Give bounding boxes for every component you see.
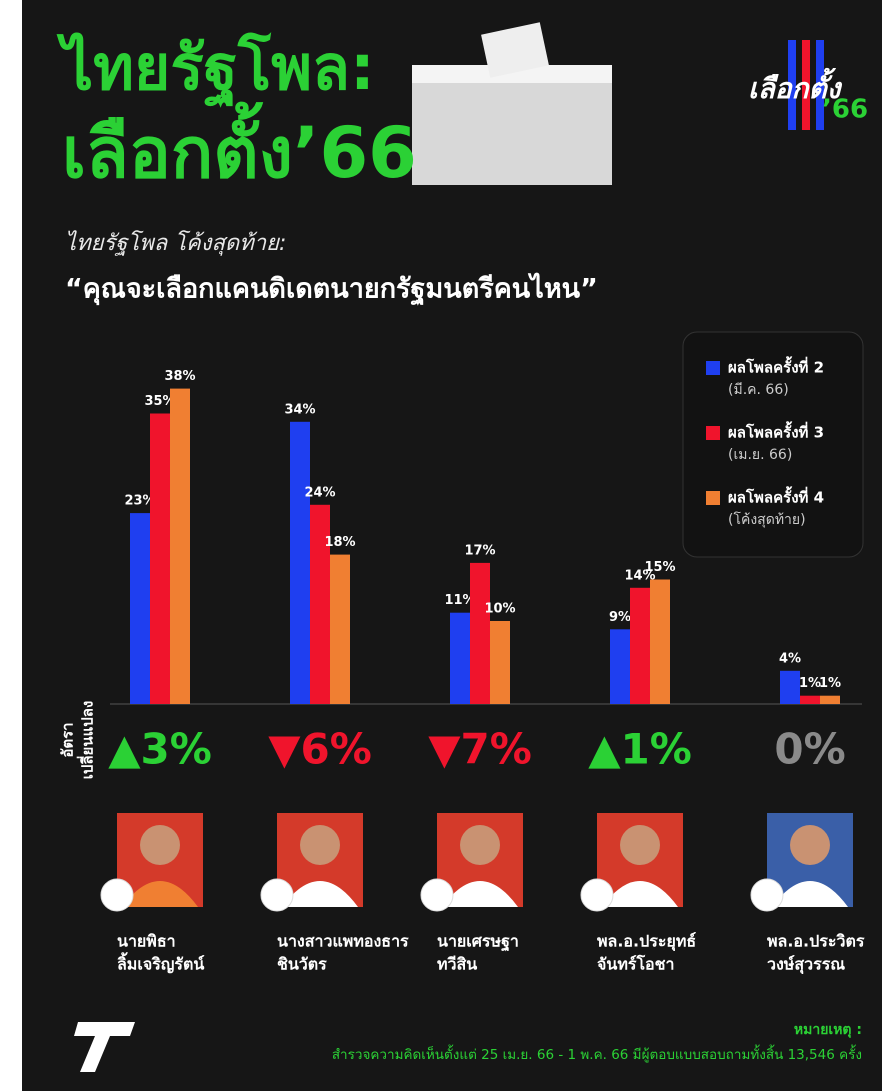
bar — [150, 413, 170, 704]
value-label: 35% — [144, 394, 175, 409]
ballot-box — [412, 65, 612, 185]
photo-body — [442, 881, 518, 907]
bar — [130, 513, 150, 704]
legend-period: (โค้งสุดท้าย) — [728, 511, 806, 528]
subtitle: ไทยรัฐโพล โค้งสุดท้าย: — [65, 230, 286, 256]
photo-head — [460, 825, 500, 865]
logo-stripe — [788, 40, 796, 130]
logo: เลือกตั้ง ’66 — [748, 40, 868, 130]
bar — [490, 621, 510, 704]
legend-period: (มี.ค. 66) — [728, 382, 789, 398]
value-label: 10% — [484, 602, 515, 617]
photo-head — [790, 825, 830, 865]
candidate-name: นางสาวแพทองธาร — [277, 932, 409, 951]
candidate-name: นายเศรษฐา — [437, 932, 519, 952]
photo-body — [772, 881, 848, 907]
ballot-box-top — [412, 65, 612, 83]
ballot-paper — [481, 22, 549, 78]
question: “คุณจะเลือกแคนดิเดตนายกรัฐมนตรีคนไหน” — [65, 273, 598, 307]
title-line: ไทยรัฐโพล: — [56, 31, 375, 108]
candidate-name: ลิ้มเจริญรัตน์ — [117, 952, 205, 975]
candidate-name: ชินวัตร — [277, 955, 327, 974]
legend-label: ผลโพลครั้งที่ 2 — [728, 356, 824, 377]
value-label: 11% — [444, 593, 475, 608]
legend-label: ผลโพลครั้งที่ 3 — [728, 421, 824, 442]
value-label: 18% — [324, 535, 355, 550]
candidate-name: ทวีสิน — [437, 955, 477, 974]
value-label: 1% — [799, 676, 821, 691]
note: สำรวจความคิดเห็นตั้งแต่ 25 เม.ย. 66 - 1 … — [332, 1044, 862, 1063]
party-logo — [100, 878, 134, 912]
candidate-name: พล.อ.ประวิตร — [767, 932, 865, 951]
bar — [330, 554, 350, 704]
bar — [310, 504, 330, 704]
photo-head — [140, 825, 180, 865]
legend-swatch — [706, 491, 720, 505]
note-title: หมายเหตุ : — [794, 1022, 862, 1038]
change-value: ▼6% — [268, 725, 372, 774]
party-logo — [580, 878, 614, 912]
bar — [170, 388, 190, 704]
value-label: 23% — [124, 494, 155, 509]
value-label: 4% — [779, 651, 801, 666]
logo-text: ’66 — [822, 95, 868, 125]
bar — [820, 695, 840, 704]
bar — [650, 579, 670, 704]
value-label: 15% — [644, 560, 675, 575]
photo-body — [602, 881, 678, 907]
candidate-name: จันทร์โอชา — [597, 954, 675, 974]
value-label: 17% — [464, 543, 495, 558]
party-logo — [750, 878, 784, 912]
change-label: อัตรา — [59, 722, 77, 757]
bar — [290, 421, 310, 704]
candidate-name: นายพิธา — [117, 932, 176, 951]
candidate-name: วงษ์สุวรรณ — [767, 955, 845, 975]
logo-stripe — [816, 40, 824, 130]
bar — [630, 587, 650, 704]
legend-period: (เม.ย. 66) — [728, 447, 792, 463]
value-label: 24% — [304, 485, 335, 500]
bar — [470, 562, 490, 704]
photo-body — [122, 881, 198, 907]
logo-text: เลือกตั้ง — [748, 67, 843, 105]
change-value: 0% — [774, 725, 845, 774]
bar — [610, 629, 630, 704]
photo-head — [620, 825, 660, 865]
value-label: 34% — [284, 402, 315, 417]
brand-logo — [74, 1022, 135, 1072]
value-label: 1% — [819, 676, 841, 691]
value-label: 14% — [624, 568, 655, 583]
legend-swatch — [706, 426, 720, 440]
party-logo — [260, 878, 294, 912]
photo-body — [282, 881, 358, 907]
change-value: ▼7% — [428, 725, 532, 774]
photo-head — [300, 825, 340, 865]
change-value: ▲3% — [108, 725, 212, 774]
change-label: เปลี่ยนแปลง — [77, 701, 97, 780]
value-label: 9% — [609, 610, 631, 625]
legend-box — [682, 331, 864, 558]
logo-stripe — [802, 40, 810, 130]
value-label: 38% — [164, 369, 195, 384]
bar — [780, 670, 800, 704]
change-axis-label: อัตรา เปลี่ยนแปลง — [59, 701, 97, 780]
legend-swatch — [706, 361, 720, 375]
party-logo — [420, 878, 454, 912]
title-line: เลือกตั้ง’66 — [62, 101, 417, 194]
bar — [800, 695, 820, 704]
candidate-name: พล.อ.ประยุทธ์ — [597, 932, 696, 952]
bar — [450, 612, 470, 704]
legend-label: ผลโพลครั้งที่ 4 — [728, 486, 824, 507]
change-value: ▲1% — [588, 725, 692, 774]
